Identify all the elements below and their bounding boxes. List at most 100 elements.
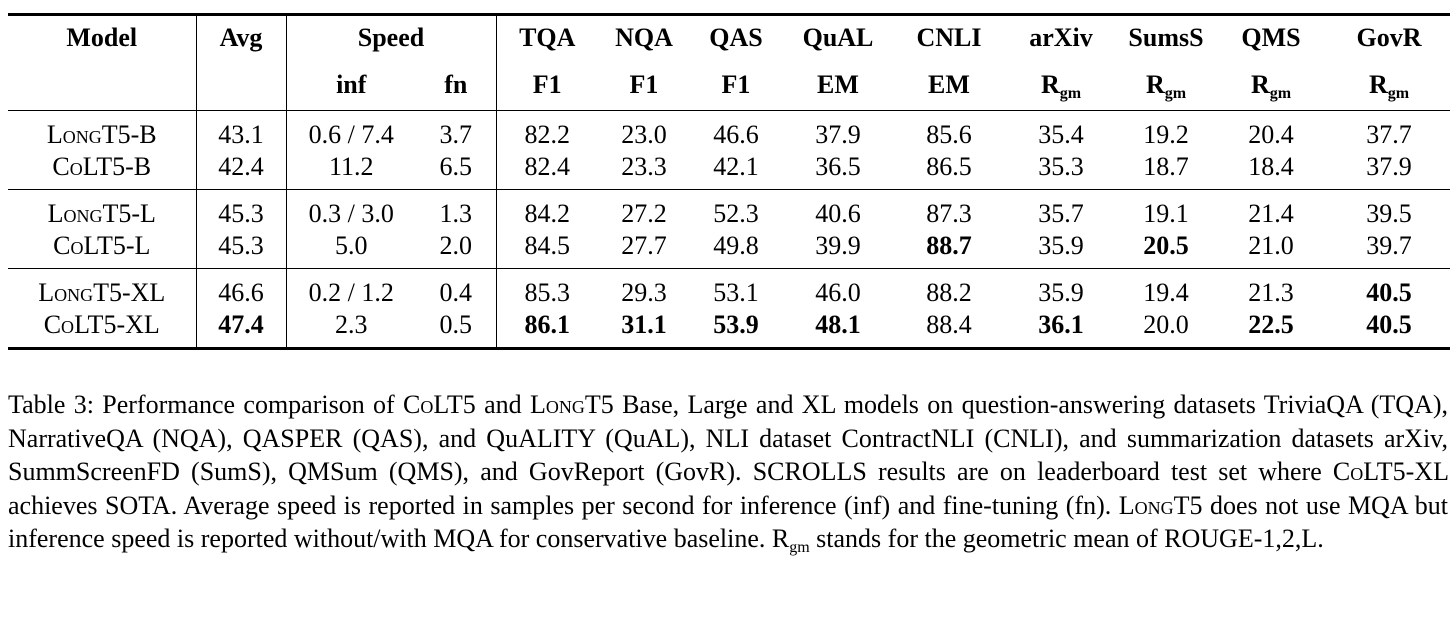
score-cell: 19.2 [1118, 110, 1214, 151]
score-cell-best: 40.5 [1328, 268, 1450, 309]
inf-cell: 0.2 / 1.2 [286, 268, 416, 309]
col-header-govr: GovR [1328, 13, 1450, 60]
score-cell: 39.5 [1328, 189, 1450, 230]
score-cell: 52.3 [690, 189, 782, 230]
col-header-tqa: TQA [496, 13, 598, 60]
col-header-arxiv: arXiv [1004, 13, 1118, 60]
score-cell: 46.6 [690, 110, 782, 151]
score-cell: 53.1 [690, 268, 782, 309]
score-cell: 49.8 [713, 231, 759, 260]
fn-cell: 0.5 [416, 309, 497, 350]
score-cell: 84.2 [496, 189, 598, 230]
avg-cell: 46.6 [196, 268, 287, 309]
score-cell: 39.7 [1366, 231, 1412, 260]
score-cell: 35.7 [1004, 189, 1118, 230]
fn-cell: 1.3 [416, 189, 497, 230]
table-row: CoLT5-B 42.4 11.2 6.5 82.4 23.3 42.1 36.… [8, 151, 1450, 190]
score-cell-best: 86.1 [496, 309, 598, 350]
score-cell: 40.6 [782, 189, 894, 230]
table-row: LongT5-XL 46.6 0.2 / 1.2 0.4 85.3 29.3 5… [8, 268, 1450, 309]
score-cell: 88.2 [894, 268, 1004, 309]
col-header-qms: QMS [1214, 13, 1328, 60]
score-cell: 35.3 [1038, 152, 1084, 181]
avg-cell: 43.1 [196, 110, 287, 151]
inf-cell: 2.3 [286, 309, 416, 350]
score-cell: 23.0 [598, 110, 690, 151]
model-name: LongT5-L [8, 189, 197, 230]
avg-cell-best: 47.4 [196, 309, 287, 350]
score-cell: 82.4 [524, 152, 571, 181]
score-cell-best: 88.7 [926, 231, 972, 260]
score-cell: 88.4 [894, 309, 1004, 350]
fn-cell: 3.7 [416, 110, 497, 151]
score-cell: 19.1 [1118, 189, 1214, 230]
table-row: LongT5-B 43.1 0.6 / 7.4 3.7 82.2 23.0 46… [8, 110, 1450, 151]
subheader-metric: F1 [721, 70, 751, 99]
score-cell: 35.9 [1004, 268, 1118, 309]
score-cell: 20.4 [1214, 110, 1328, 151]
fn-cell: 0.4 [416, 268, 497, 309]
subheader-row: inf fn F1 F1 F1 EM EM Rgm Rgm Rgm Rgm [8, 60, 1450, 111]
score-cell-best: 48.1 [782, 309, 894, 350]
score-cell-best: 20.5 [1143, 231, 1189, 260]
score-cell: 37.9 [1366, 152, 1412, 181]
inf-cell: 11.2 [328, 152, 374, 181]
score-cell: 37.9 [782, 110, 894, 151]
subheader-metric: F1 [532, 70, 562, 99]
score-cell: 42.1 [713, 152, 759, 181]
subheader-inf: inf [336, 70, 367, 99]
col-header-qual: QuAL [782, 13, 894, 60]
subheader-metric: EM [928, 70, 970, 99]
col-header-avg: Avg [196, 13, 287, 60]
score-cell: 27.2 [598, 189, 690, 230]
col-header-qas: QAS [690, 13, 782, 60]
score-cell: 27.7 [621, 231, 667, 260]
subheader-metric: F1 [629, 70, 659, 99]
subheader-fn: fn [416, 60, 497, 111]
score-cell: 37.7 [1328, 110, 1450, 151]
subheader-metric-rgm: Rgm [1250, 70, 1292, 102]
score-cell: 85.3 [496, 268, 598, 309]
col-header-sums: SumsS [1118, 13, 1214, 60]
col-header-model: Model [8, 13, 197, 60]
score-cell: 21.3 [1214, 268, 1328, 309]
subheader-metric-rgm: Rgm [1368, 70, 1410, 102]
score-cell: 29.3 [598, 268, 690, 309]
score-cell: 21.0 [1248, 231, 1294, 260]
score-cell-best: 22.5 [1214, 309, 1328, 350]
score-cell: 21.4 [1214, 189, 1328, 230]
subheader-metric-rgm: Rgm [1145, 70, 1187, 102]
score-cell: 82.2 [496, 110, 598, 151]
score-cell: 19.4 [1118, 268, 1214, 309]
subheader-avg-empty [196, 60, 287, 111]
table-row: LongT5-L 45.3 0.3 / 3.0 1.3 84.2 27.2 52… [8, 189, 1450, 230]
score-cell: 85.6 [894, 110, 1004, 151]
col-header-cnli: CNLI [894, 13, 1004, 60]
subheader-metric: EM [817, 70, 859, 99]
score-cell: 36.5 [815, 152, 861, 181]
subheader-metric-rgm: Rgm [1040, 70, 1082, 102]
score-cell-best: 31.1 [598, 309, 690, 350]
avg-cell: 45.3 [196, 230, 287, 269]
model-name: CoLT5-B [8, 151, 197, 190]
col-header-nqa: NQA [598, 13, 690, 60]
avg-cell: 42.4 [196, 151, 287, 190]
inf-cell: 5.0 [335, 231, 368, 260]
score-cell: 35.9 [1038, 231, 1084, 260]
subheader-model-empty [8, 60, 197, 111]
score-cell: 46.0 [782, 268, 894, 309]
fn-cell: 6.5 [416, 151, 497, 190]
model-name: LongT5-B [8, 110, 197, 151]
col-header-speed: Speed [286, 13, 497, 60]
model-name: CoLT5-L [8, 230, 197, 269]
model-name: LongT5-XL [8, 268, 197, 309]
score-cell-best: 40.5 [1328, 309, 1450, 350]
table-row: CoLT5-L 45.3 5.0 2.0 84.5 27.7 49.8 39.9… [8, 230, 1450, 269]
score-cell: 86.5 [926, 152, 972, 181]
score-cell: 20.0 [1118, 309, 1214, 350]
score-cell-best: 53.9 [690, 309, 782, 350]
score-cell: 39.9 [815, 231, 861, 260]
inf-cell: 0.3 / 3.0 [286, 189, 416, 230]
table-caption: Table 3: Performance comparison of CoLT5… [8, 390, 1449, 556]
